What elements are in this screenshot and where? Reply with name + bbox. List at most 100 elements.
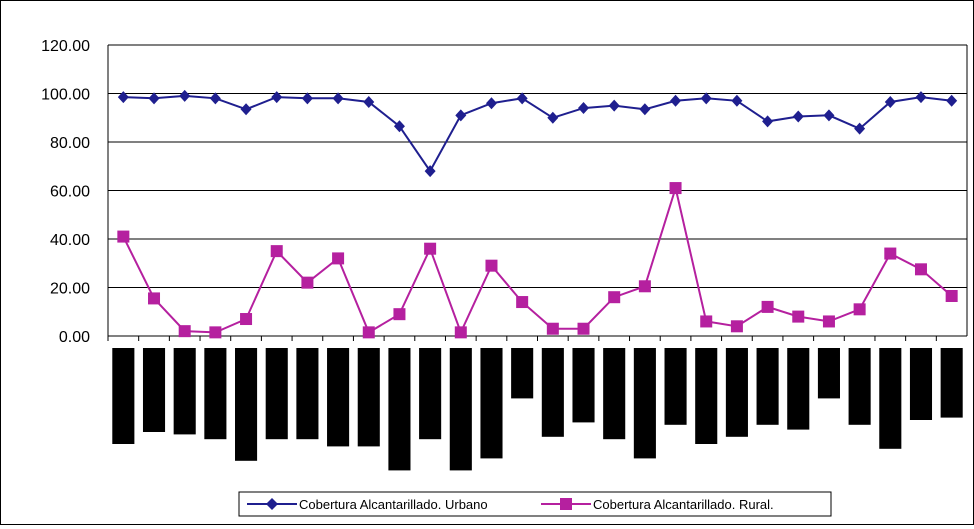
series-lines [117, 89, 958, 339]
bar-18 [664, 348, 687, 425]
bar-14 [541, 348, 564, 437]
bar-23 [817, 348, 840, 399]
point-urban-25 [884, 95, 896, 108]
bar-8 [357, 348, 380, 447]
bar-11 [449, 348, 472, 471]
point-rural-5 [270, 245, 283, 258]
legend-swatch-rural-marker [560, 498, 572, 510]
series-line-1 [122, 184, 953, 336]
point-urban-17 [639, 103, 651, 116]
point-urban-24 [854, 122, 866, 135]
point-rural-21 [761, 300, 774, 313]
bar-17 [633, 348, 656, 459]
bar-21 [756, 348, 779, 425]
point-rural-0 [117, 230, 130, 243]
point-rural-14 [546, 322, 559, 335]
y-tick-label-3: 60.00 [50, 184, 90, 201]
bar-19 [695, 348, 718, 444]
point-urban-8 [363, 95, 375, 108]
y-tick-label-5: 100.00 [41, 87, 90, 104]
grid-lines [108, 44, 967, 337]
point-rural-26 [914, 263, 927, 276]
y-tick-label-6: 120.00 [41, 38, 90, 55]
bar-15 [572, 348, 595, 423]
point-rural-1 [148, 292, 161, 305]
point-urban-13 [516, 92, 528, 105]
point-urban-16 [608, 99, 620, 112]
point-rural-2 [178, 325, 191, 338]
point-rural-13 [516, 296, 529, 309]
point-urban-1 [148, 92, 160, 105]
bar-7 [327, 348, 350, 447]
axes [107, 45, 968, 341]
point-rural-9 [393, 308, 406, 321]
bar-1 [142, 348, 166, 432]
point-rural-20 [730, 320, 743, 333]
point-urban-0 [117, 91, 129, 104]
point-urban-15 [578, 102, 590, 115]
point-urban-26 [915, 91, 927, 104]
point-rural-12 [485, 259, 498, 272]
legend-box [238, 491, 832, 517]
point-urban-14 [547, 111, 559, 124]
point-rural-15 [577, 322, 590, 335]
point-rural-4 [240, 313, 253, 326]
bar-3 [204, 348, 227, 440]
point-urban-3 [209, 92, 221, 105]
point-rural-18 [669, 182, 682, 195]
point-rural-3 [209, 326, 222, 339]
bar-25 [879, 348, 902, 449]
point-urban-5 [271, 91, 283, 104]
y-tick-label-2: 40.00 [50, 232, 90, 249]
bar-13 [511, 348, 534, 399]
bar-16 [603, 348, 626, 440]
series-line-0 [123, 94, 952, 174]
point-urban-20 [731, 94, 743, 107]
bar-2 [173, 348, 196, 435]
bar-20 [725, 348, 748, 437]
point-urban-21 [762, 115, 774, 128]
point-rural-27 [945, 289, 958, 302]
point-urban-22 [792, 110, 804, 123]
legend: Cobertura Alcantarillado. Urbano Cobertu… [238, 491, 832, 517]
bar-6 [296, 348, 319, 440]
y-tick-label-4: 80.00 [50, 135, 90, 152]
point-rural-24 [853, 303, 866, 316]
point-urban-2 [179, 89, 191, 102]
bar-0 [112, 348, 135, 444]
point-rural-23 [822, 315, 835, 328]
point-rural-11 [454, 326, 467, 339]
point-urban-7 [332, 92, 344, 105]
point-urban-18 [670, 94, 682, 107]
bar-9 [388, 348, 411, 471]
y-tick-label-0: 0.00 [59, 329, 90, 346]
bar-10 [419, 348, 442, 440]
point-rural-25 [884, 247, 897, 260]
point-urban-11 [455, 109, 467, 122]
point-rural-16 [608, 291, 621, 304]
point-rural-8 [362, 326, 375, 339]
point-rural-17 [638, 280, 651, 293]
bar-4 [235, 348, 258, 461]
point-urban-23 [823, 109, 835, 122]
legend-label-urban: Cobertura Alcantarillado. Urbano [299, 497, 488, 512]
bar-24 [848, 348, 871, 425]
point-urban-19 [700, 92, 712, 105]
y-axis-tick-labels: 0.00 20.00 40.00 60.00 80.00 100.00 120.00 [41, 38, 90, 346]
bar-26 [909, 348, 933, 420]
negative-bars [112, 348, 963, 471]
point-urban-6 [301, 92, 313, 105]
point-urban-4 [240, 103, 252, 116]
point-rural-10 [424, 242, 437, 255]
point-rural-19 [700, 315, 713, 328]
point-urban-27 [946, 94, 958, 107]
bar-22 [787, 348, 810, 430]
bar-12 [480, 348, 503, 459]
y-tick-label-1: 20.00 [50, 281, 90, 298]
point-urban-12 [485, 97, 497, 110]
legend-label-rural: Cobertura Alcantarillado. Rural. [593, 497, 774, 512]
bar-27 [940, 348, 963, 418]
point-rural-6 [301, 276, 314, 289]
